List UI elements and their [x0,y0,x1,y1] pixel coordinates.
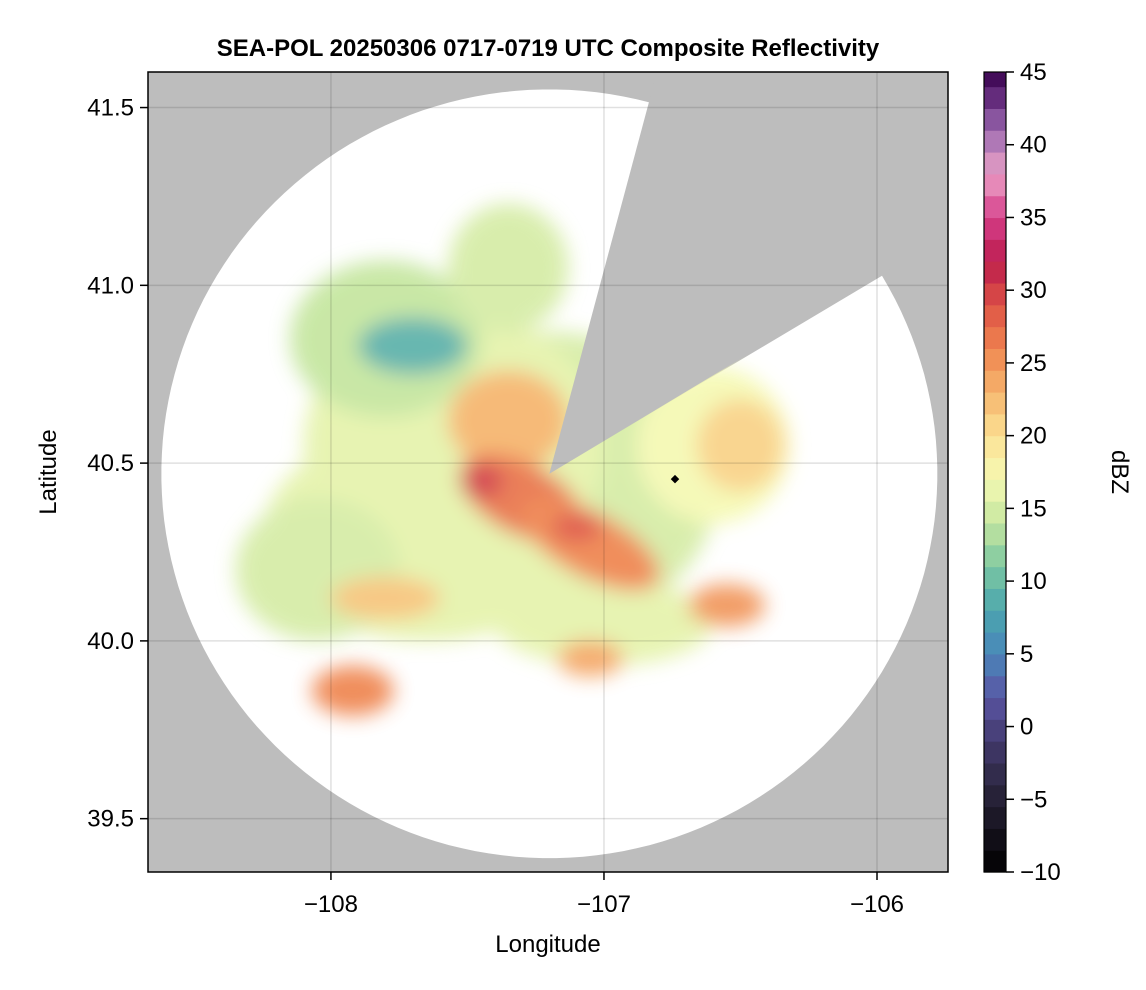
colorbar-tick-label: 30 [1020,277,1047,304]
echo-cell [311,665,394,716]
colorbar-band [984,326,1006,349]
y-tick-label: 41.0 [87,272,134,299]
colorbar-frame [983,71,1007,873]
colorbar-tick-label: −5 [1020,786,1047,813]
echo-cell [557,640,624,677]
colorbar-band [984,72,1006,88]
colorbar-tick-label: 25 [1020,350,1047,377]
colorbar-band [984,697,1006,720]
y-tick-label: 39.5 [87,806,134,833]
echo-cell [448,370,569,471]
colorbar-band [984,152,1006,175]
colorbar-band [984,195,1006,219]
colorbar: −10 −5 0 5 10 15 20 25 30 35 40 45 dBZ [983,59,1133,886]
x-tick-label: −108 [304,891,358,918]
colorbar-band [984,304,1006,328]
colorbar-tick-label: 40 [1020,132,1047,159]
colorbar-band [984,479,1006,502]
colorbar-band [984,632,1006,655]
colorbar-tick-label: 35 [1020,204,1047,231]
colorbar-band [984,544,1006,568]
colorbar-band [984,762,1006,786]
y-axis: 39.5 40.0 40.5 41.0 41.5 [87,95,148,833]
colorbar-tick-label: 15 [1020,495,1047,522]
colorbar-band [984,806,1006,829]
colorbar-tick-label: 20 [1020,423,1047,450]
colorbar-band [984,348,1006,371]
echo-cell [688,584,765,627]
colorbar-band [984,653,1006,677]
echo-cell [494,580,714,666]
chart-title: SEA-POL 20250306 0717-0719 UTC Composite… [217,35,880,62]
echo-cell [552,512,602,542]
plot-area [147,71,949,873]
colorbar-band [984,675,1006,699]
colorbar-band [984,370,1006,393]
colorbar-band [984,741,1006,764]
colorbar-band [984,392,1006,415]
y-tick-label: 40.5 [87,450,134,477]
colorbar-tick-label: 0 [1020,714,1033,741]
echo-cell [330,576,441,620]
colorbar-band [984,282,1006,306]
colorbar-band [984,130,1006,153]
echo-cell [696,399,785,492]
grid-lines [148,72,948,872]
colorbar-ticks: −10 −5 0 5 10 15 20 25 30 35 40 45 [1006,59,1061,886]
colorbar-band [984,828,1006,851]
site-marker [670,474,680,484]
colorbar-band [984,261,1006,284]
echo-cell [459,463,503,499]
colorbar-band [984,719,1006,742]
colorbar-tick-label: −10 [1020,859,1061,886]
colorbar-band [984,217,1006,240]
echo-cell [358,317,468,375]
echo-cell [448,203,569,332]
colorbar-tick-label: 5 [1020,641,1033,668]
colorbar-band [984,435,1006,459]
x-axis-label: Longitude [495,931,600,958]
colorbar-label: dBZ [1106,450,1133,494]
colorbar-tick-label: 10 [1020,568,1047,595]
echo-cell [235,498,400,641]
colorbar-band [984,610,1006,633]
colorbar-band [984,108,1006,131]
y-tick-label: 40.0 [87,628,134,655]
colorbar-band [984,413,1006,437]
colorbar-band [984,566,1006,589]
x-tick-label: −106 [850,891,904,918]
colorbar-band [984,501,1006,524]
x-axis: −108 −107 −106 [304,872,904,918]
colorbar-tick-label: 45 [1020,59,1047,86]
y-axis-label: Latitude [35,429,62,514]
plot-frame [147,71,949,873]
colorbar-band [984,173,1006,197]
colorbar-band [984,457,1006,480]
y-tick-label: 41.5 [87,95,134,122]
colorbar-band [984,86,1006,109]
colorbar-band [984,784,1006,808]
colorbar-band [984,239,1006,262]
colorbar-band [984,588,1006,611]
blocked-sector [549,72,948,474]
colorbar-band [984,522,1006,546]
x-tick-label: −107 [577,891,631,918]
colorbar-bands [984,72,1006,873]
colorbar-band [984,850,1006,873]
